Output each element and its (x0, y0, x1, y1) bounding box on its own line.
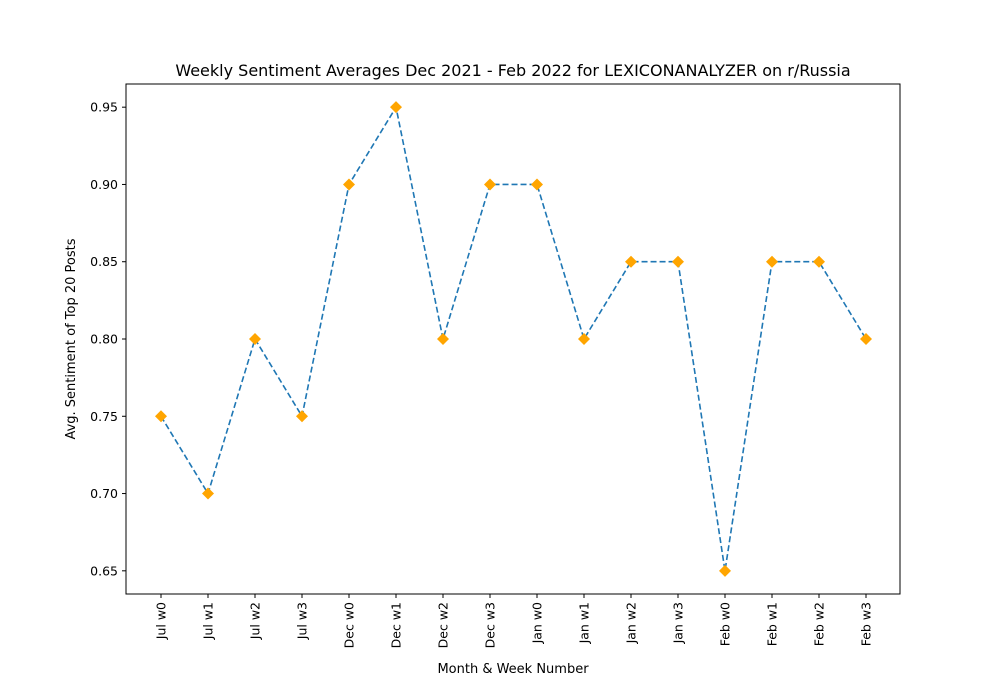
data-point (766, 255, 778, 268)
data-point (155, 410, 167, 423)
x-axis: Jul w0 Jul w1 Jul w2 Jul w3 Dec w0 Dec w1 Dec … (154, 594, 874, 648)
x-tick-label: Jul w0 (154, 602, 169, 640)
x-tick-label: Dec w2 (436, 602, 451, 648)
x-tick-label: Jan w0 (530, 602, 545, 644)
x-tick-label: Jan w3 (671, 602, 686, 644)
y-tick-label: 0.85 (90, 254, 118, 269)
data-point (860, 333, 872, 345)
data-point (719, 564, 731, 577)
data-point (484, 178, 496, 191)
series-markers (155, 101, 872, 577)
data-point (296, 410, 308, 423)
x-tick-label: Feb w3 (859, 602, 874, 646)
y-tick-label: 0.95 (90, 100, 118, 115)
data-point (437, 333, 449, 345)
y-axis: 0.65 0.70 0.75 0.80 0.85 0.90 0.95 (90, 100, 126, 578)
data-point (202, 487, 214, 500)
data-point (813, 255, 825, 268)
x-tick-label: Feb w0 (718, 602, 733, 646)
x-tick-label: Dec w1 (389, 602, 404, 648)
y-tick-label: 0.65 (90, 563, 118, 578)
data-point (672, 255, 684, 268)
x-tick-label: Feb w1 (765, 602, 780, 646)
x-tick-label: Jul w2 (248, 602, 263, 640)
y-tick-label: 0.70 (90, 486, 118, 501)
y-tick-label: 0.75 (90, 409, 118, 424)
x-axis-label: Month & Week Number (437, 662, 589, 677)
x-tick-label: Jul w3 (295, 602, 310, 640)
data-point (343, 178, 355, 191)
y-tick-label: 0.80 (90, 332, 118, 347)
y-tick-label: 0.90 (90, 177, 118, 192)
x-tick-label: Jan w1 (577, 602, 592, 644)
x-tick-label: Dec w3 (483, 602, 498, 648)
data-point (578, 333, 590, 345)
data-point (625, 255, 637, 268)
data-point (249, 333, 261, 345)
x-tick-label: Jan w2 (624, 602, 639, 644)
series-line (160, 105, 867, 571)
data-point (531, 178, 543, 191)
chart-title: Weekly Sentiment Averages Dec 2021 - Feb… (175, 61, 850, 80)
x-tick-label: Feb w2 (812, 602, 827, 646)
data-point (390, 101, 402, 114)
x-tick-label: Jul w1 (201, 602, 216, 640)
plot-area (125, 83, 901, 595)
x-tick-label: Dec w0 (342, 602, 357, 648)
y-axis-label: Avg. Sentiment of Top 20 Posts (64, 238, 79, 439)
